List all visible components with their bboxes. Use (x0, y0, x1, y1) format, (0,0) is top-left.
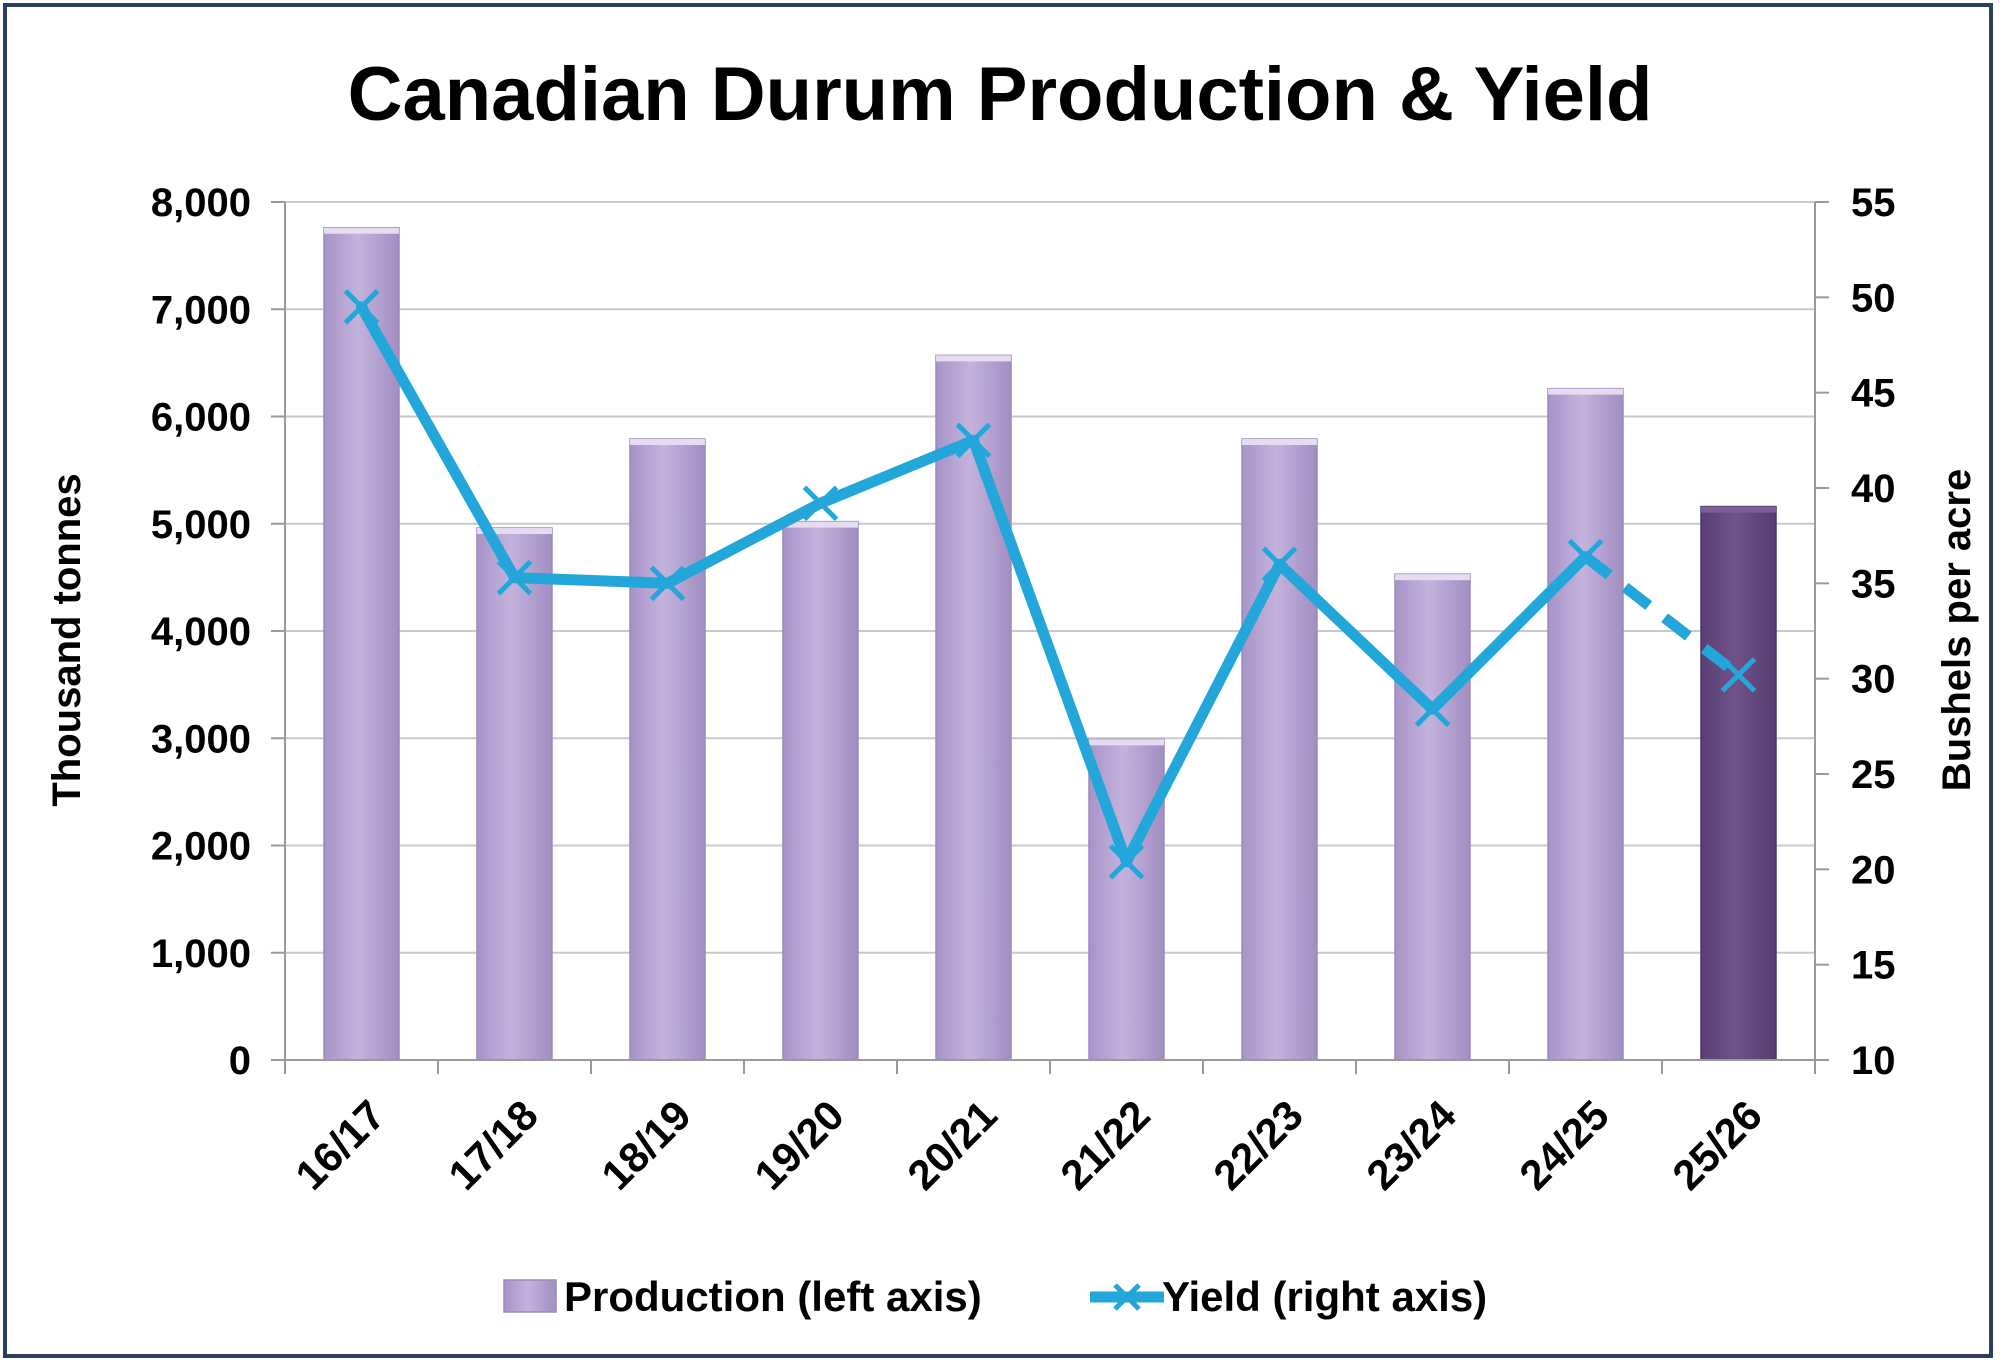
bars (323, 226, 1777, 1061)
right-tick-label: 40 (1851, 467, 1896, 511)
yield-point-marker (343, 289, 380, 325)
yield-marker-stroke (1414, 691, 1451, 727)
yield-marker-stroke (343, 289, 380, 325)
right-tick-label: 50 (1851, 276, 1896, 320)
yield-point-marker (1261, 546, 1298, 583)
left-tick-label: 0 (229, 1039, 251, 1083)
x-tick-label: 18/19 (592, 1091, 700, 1199)
production-bar (935, 354, 1012, 1061)
production-bar (629, 438, 706, 1061)
yield-line (343, 289, 1757, 880)
right-tick-label: 45 (1851, 372, 1896, 416)
yield-point-marker (1108, 843, 1145, 880)
y-axis-label-right: Bushels per acre (1935, 469, 1979, 791)
yield-point-marker (955, 422, 992, 459)
production-bar (1394, 573, 1471, 1061)
right-tick-label: 10 (1851, 1039, 1896, 1083)
x-tick-label: 17/18 (439, 1091, 547, 1199)
left-axis-ticks: 0 1,000 2,000 3,000 4,000 5,000 6,000 7,000 8,00… (151, 181, 285, 1083)
right-tick-label: 35 (1851, 562, 1896, 606)
production-bar-cap (1395, 574, 1470, 581)
yield-marker-stroke (1720, 657, 1757, 693)
y-axis-label-left: Thousand tonnes (45, 473, 89, 806)
yield-marker-stroke (1261, 546, 1298, 583)
x-tick-label: 22/23 (1204, 1091, 1312, 1199)
x-tick-label: 21/22 (1051, 1091, 1159, 1199)
yield-point-marker (649, 565, 686, 602)
x-tick-label: 23/24 (1357, 1091, 1465, 1199)
yield-marker-stroke (1567, 538, 1604, 575)
production-bar (782, 520, 859, 1061)
yield-marker-stroke (802, 485, 839, 522)
left-tick-label: 1,000 (151, 932, 251, 976)
production-bar (1241, 438, 1318, 1061)
yield-point-marker (1720, 657, 1757, 693)
production-bar (1700, 505, 1777, 1061)
yield-marker-stroke (649, 565, 686, 602)
right-tick-label: 25 (1851, 753, 1896, 797)
left-tick-label: 2,000 (151, 825, 251, 869)
production-bar (1547, 387, 1624, 1061)
yield-point-marker (1567, 538, 1604, 575)
yield-point-marker (496, 559, 533, 596)
right-tick-label: 30 (1851, 658, 1896, 702)
production-bar-cap (1548, 388, 1623, 395)
production-bar-cap (324, 227, 399, 234)
production-bar-cap (477, 528, 552, 535)
x-tick-label: 20/21 (898, 1091, 1006, 1199)
legend-yield-label: Yield (right axis) (1162, 1273, 1487, 1320)
yield-point-marker (802, 485, 839, 522)
yield-line-dashed (1582, 552, 1742, 680)
legend-yield-swatch (1090, 1283, 1164, 1311)
production-bar-cap (1242, 439, 1317, 446)
yield-marker-stroke (1108, 843, 1145, 880)
yield-marker-stroke (496, 559, 533, 596)
legend: Production (left axis) Yield (right axis… (503, 1273, 1487, 1320)
x-tick-label: 24/25 (1510, 1091, 1618, 1199)
left-tick-label: 8,000 (151, 181, 251, 225)
production-bar (1088, 738, 1165, 1061)
x-tick-label: 19/20 (745, 1091, 853, 1199)
chart-title: Canadian Durum Production & Yield (348, 52, 1653, 137)
x-tick-label: 25/26 (1663, 1091, 1771, 1199)
right-axis-ticks: 10 15 20 25 30 35 40 45 50 55 (1815, 181, 1896, 1083)
production-bar (476, 527, 553, 1061)
legend-production-swatch (503, 1279, 557, 1313)
right-tick-label: 15 (1851, 944, 1896, 988)
x-axis-ticks: 16/17 17/18 18/19 19/20 20/21 21/22 22/23 23/24… (284, 1060, 1816, 1199)
production-bar-cap (630, 439, 705, 446)
yield-point-marker (1414, 691, 1451, 727)
legend-production-label: Production (left axis) (564, 1273, 982, 1320)
production-bar-cap (1089, 739, 1164, 746)
yield-marker-stroke (955, 422, 992, 459)
production-bar-cap (936, 355, 1011, 362)
production-bar-cap (783, 521, 858, 528)
left-tick-label: 6,000 (151, 396, 251, 440)
production-bar-cap (1701, 506, 1776, 513)
left-tick-label: 7,000 (151, 288, 251, 332)
right-tick-label: 20 (1851, 848, 1896, 892)
left-tick-label: 4,000 (151, 610, 251, 654)
right-tick-label: 55 (1851, 181, 1896, 225)
production-bar (323, 226, 400, 1061)
left-tick-label: 5,000 (151, 503, 251, 547)
x-tick-label: 16/17 (286, 1091, 394, 1199)
left-tick-label: 3,000 (151, 717, 251, 761)
